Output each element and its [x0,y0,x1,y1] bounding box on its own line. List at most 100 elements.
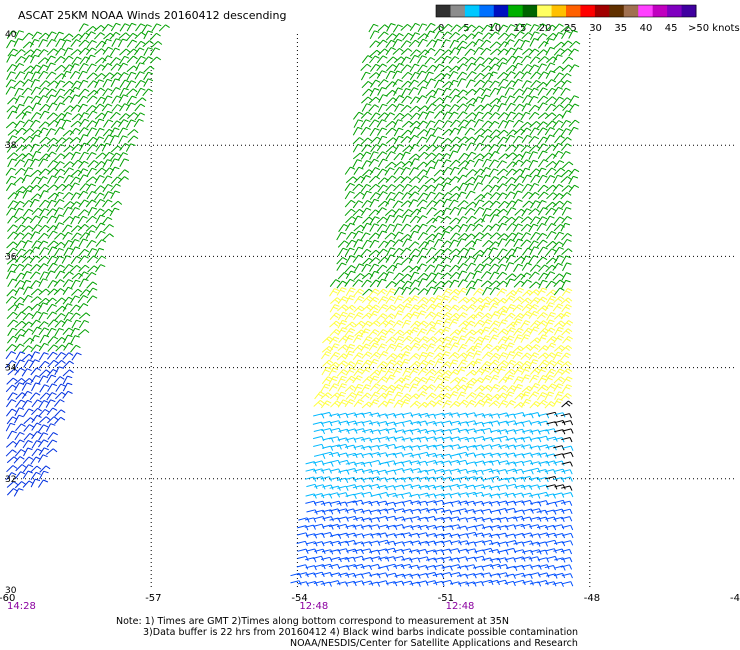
wind-barb [70,192,81,201]
wind-barb [497,120,508,129]
wind-barb [21,111,32,120]
wind-barb [505,351,516,360]
wind-barb [22,312,34,321]
wind-barb [369,87,380,97]
wind-barb [537,87,548,96]
wind-barb [496,168,508,176]
wind-barb [14,87,24,97]
wind-barb [70,80,82,89]
wind-barb [434,56,446,64]
wind-barb [482,398,493,407]
wind-barb [369,375,379,385]
wind-barb [392,329,405,337]
wind-barb [552,207,564,216]
wind-barb [466,62,477,71]
wind-barb [457,136,470,144]
wind-barb [432,311,444,320]
wind-barb [538,40,549,49]
wind-barb [425,286,436,295]
wind-barb [433,238,444,248]
wind-barb [536,399,548,408]
wind-barb [553,359,564,368]
wind-barb [536,509,548,515]
wind-barb [560,516,573,522]
wind-barb [142,40,154,48]
wind-barb [313,476,325,482]
wind-barb [457,255,468,265]
wind-barb [457,492,470,498]
wind-barb [529,24,540,33]
wind-barb [425,343,436,352]
wind-barb [14,471,26,480]
wind-barb [85,230,96,239]
wind-barb [62,80,74,88]
wind-barb [362,288,374,296]
wind-barb [305,468,317,474]
wind-barb [5,121,18,129]
wind-barb [30,71,41,81]
wind-barb [536,392,548,401]
wind-barb [353,239,363,248]
wind-barb [424,111,435,120]
wind-barb [537,159,549,168]
wind-barb [545,240,558,248]
wind-barb [545,161,557,168]
wind-barb [47,175,57,184]
wind-barb [521,279,532,288]
wind-barb [553,48,565,56]
wind-barb [450,453,462,459]
wind-barb [562,376,573,385]
wind-barb [537,287,548,296]
wind-barb [528,556,541,562]
wind-barb [409,500,422,506]
wind-barb [504,295,516,304]
wind-barb [488,57,500,65]
wind-barb [14,328,26,337]
wind-barb [15,240,26,249]
wind-barb [352,334,363,344]
wind-barb [505,278,516,288]
wind-barb [126,119,136,128]
wind-barb [29,119,41,128]
wind-barb [440,469,453,475]
wind-barb [505,500,517,506]
wind-barb [110,176,122,185]
wind-barb [504,580,516,587]
wind-barb [457,412,469,418]
wind-barb [110,183,121,192]
wind-barb [505,437,517,443]
wind-barb [93,25,106,32]
wind-barb [472,342,483,352]
wind-barb [344,264,356,273]
wind-barb [37,240,49,249]
wind-barb [29,271,41,280]
wind-barb [337,412,349,419]
legend-swatch [464,5,480,17]
wind-barb [464,484,476,490]
wind-barb [480,427,493,434]
wind-barb [22,240,33,249]
wind-barb [488,413,501,419]
legend-swatch [623,5,639,17]
wind-barb [78,238,89,248]
wind-barb [424,152,436,160]
wind-barb [95,96,106,105]
wind-barb [560,87,571,96]
wind-barb [85,104,97,113]
wind-barb [394,103,405,112]
wind-barb [473,421,485,427]
wind-barb [353,492,365,498]
wind-barb [7,200,18,209]
wind-barb [38,199,50,208]
wind-barb [54,168,66,177]
wind-barb [530,516,542,522]
wind-barb [79,183,91,191]
wind-barb [449,217,461,225]
wind-barb [498,41,509,49]
wind-barb [409,49,421,57]
wind-barb [376,361,388,369]
wind-barb [336,280,348,289]
wind-barb [22,41,34,49]
wind-barb [441,23,453,31]
wind-barb [62,375,73,385]
